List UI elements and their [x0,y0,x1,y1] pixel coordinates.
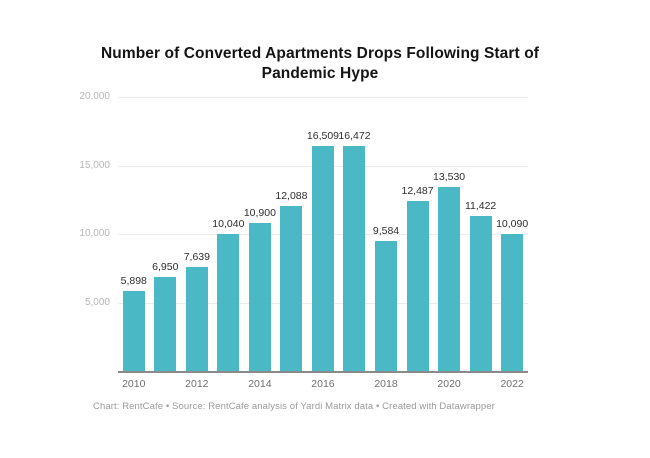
bar-slot-2011: 6,950 [150,98,182,372]
bar-value-label-2020: 13,530 [433,170,466,183]
x-tick-label-2018: 2018 [374,378,398,390]
y-tick-label-5000: 5,000 [84,296,110,308]
bar-2022 [501,233,524,372]
plot-area: 5,000 10,000 15,000 20,000 5,898 6,950 7,639 1… [79,91,528,390]
bar-slot-2019: 12,487 [401,98,434,372]
x-tick-label-2017 [339,378,371,390]
y-tick-label-20000: 20,000 [79,91,110,102]
x-tick-label-2016: 2016 [311,378,335,390]
bar-value-label-2022: 10,090 [496,217,529,230]
bar-slot-2016: 16,509 [307,98,339,372]
bar-slot-2012: 7,639 [181,98,213,372]
bar-2015 [280,206,303,372]
bar-value-label-2012: 7,639 [183,251,210,264]
bar-2011 [154,276,177,372]
bar-value-label-2019: 12,487 [401,184,434,197]
bar-2012 [185,267,208,372]
bar-value-label-2021: 11,422 [464,199,497,212]
chart-footer: Chart: RentCafe • Source: RentCafe analy… [93,401,495,412]
bar-2016 [311,145,334,372]
x-tick-label-2019 [402,378,434,390]
x-axis-tick-labels: 2010 2012 2014 2016 2018 2020 2022 [118,378,528,390]
bar-2010 [122,291,145,372]
bar-value-label-2013: 10,040 [212,218,245,231]
bar-value-label-2010: 5,898 [120,275,147,288]
bar-slot-2017: 16,472 [338,98,371,372]
bar-value-label-2017: 16,472 [338,130,371,143]
bar-slot-2020: 13,530 [433,98,465,372]
bar-slot-2022: 10,090 [496,98,528,372]
bar-2020 [438,186,461,372]
x-tick-label-2010: 2010 [122,378,146,390]
bar-2014 [248,222,271,372]
x-axis-baseline [118,371,528,373]
bar-slot-2014: 10,900 [244,98,276,372]
bar-2018 [375,240,398,372]
x-tick-label-2014: 2014 [248,378,272,390]
bar-2021 [469,215,492,372]
bar-slot-2010: 5,898 [118,98,150,372]
bars-layer: 5,898 6,950 7,639 10,040 10,900 12,088 16,509 1… [118,98,528,372]
bar-2017 [343,146,366,372]
bar-2013 [217,234,240,372]
y-tick-label-10000: 10,000 [79,228,110,239]
chart-title: Number of Converted Apartments Drops Fol… [100,45,540,82]
bar-value-label-2016: 16,509 [306,129,340,142]
x-tick-label-2013 [213,378,245,390]
x-tick-label-2022: 2022 [500,378,524,390]
x-tick-label-2021 [465,378,497,390]
bar-value-label-2018: 9,584 [372,224,400,237]
bar-slot-2018: 9,584 [370,98,402,372]
y-tick-label-15000: 15,000 [79,159,110,171]
bar-value-label-2014: 10,900 [243,206,276,219]
bar-slot-2021: 11,422 [465,98,497,372]
bar-2019 [406,200,429,372]
bar-slot-2013: 10,040 [212,98,245,372]
x-tick-label-2012: 2012 [185,378,209,390]
bar-value-label-2015: 12,088 [275,190,308,203]
x-tick-label-2015 [276,378,308,390]
x-tick-label-2011 [150,378,182,390]
bar-value-label-2011: 6,950 [152,260,179,273]
gridline-20000: 20,000 [79,91,528,102]
bar-slot-2015: 12,088 [275,98,308,372]
x-tick-label-2020: 2020 [437,378,461,390]
